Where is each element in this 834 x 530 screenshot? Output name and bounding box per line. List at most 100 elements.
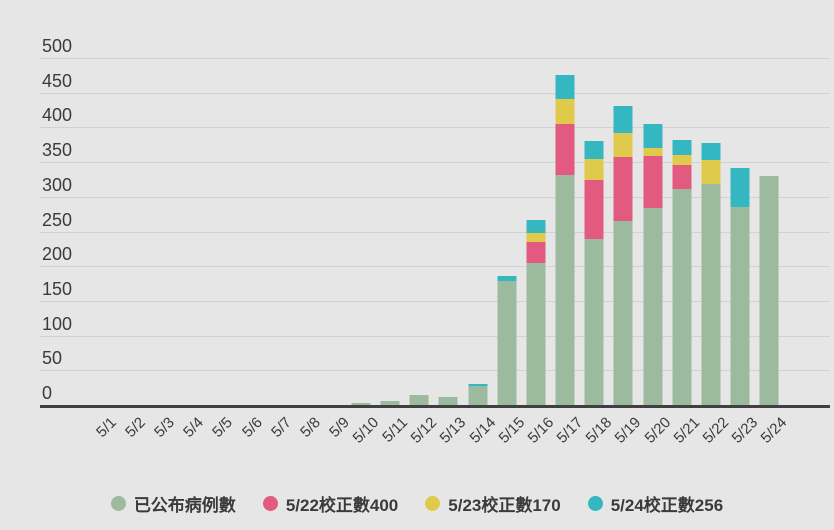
bar-5/16	[526, 220, 546, 406]
bar-seg-corr_0524-5/23	[730, 167, 750, 207]
bar-seg-announced-5/13	[438, 396, 458, 406]
bar-seg-announced-5/18	[584, 239, 604, 406]
bar-5/18	[584, 140, 604, 406]
bar-group-5/14	[463, 59, 492, 406]
x-tick-label-5/8: 5/8	[297, 414, 324, 441]
x-tick-label-5/1: 5/1	[92, 414, 120, 441]
bar-seg-announced-5/15	[497, 281, 517, 406]
bar-5/24	[759, 176, 779, 406]
y-tick-label-500: 500	[42, 36, 73, 56]
bar-seg-announced-5/14	[468, 385, 488, 406]
x-tick-label-5/4: 5/4	[180, 414, 208, 441]
bar-5/12	[409, 394, 429, 406]
bar-seg-corr_0524-5/18	[584, 140, 604, 159]
x-tick-label-5/3: 5/3	[151, 414, 178, 441]
bar-seg-announced-5/23	[730, 206, 750, 406]
y-tick-label-450: 450	[42, 70, 73, 91]
bar-seg-corr_0524-5/22	[701, 142, 721, 161]
bar-group-5/8	[288, 59, 317, 406]
gridline-450	[40, 92, 830, 94]
bar-group-5/11	[376, 59, 405, 406]
bar-seg-corr_0523-5/16	[526, 232, 546, 243]
x-tick-label-5/13: 5/13	[436, 414, 470, 447]
bar-group-5/4	[171, 59, 200, 406]
x-tick-label-5/24: 5/24	[757, 414, 791, 447]
legend-dot-announced-icon	[110, 496, 126, 511]
bar-seg-corr_0523-5/17	[555, 98, 575, 124]
x-tick-label-5/20: 5/20	[641, 414, 674, 447]
x-tick-label-5/11: 5/11	[379, 414, 412, 446]
x-tick-label-5/6: 5/6	[238, 414, 266, 441]
bar-group-5/3	[142, 59, 171, 406]
bar-seg-corr_0524-5/14	[468, 383, 488, 386]
x-tick-label-5/16: 5/16	[524, 414, 558, 447]
bar-5/23	[730, 167, 750, 406]
bar-seg-corr_0523-5/20	[643, 147, 663, 157]
bar-group-5/16	[521, 59, 550, 406]
bar-5/21	[672, 139, 692, 406]
gridline-400	[40, 127, 830, 129]
bar-group-5/20	[638, 59, 667, 406]
bar-seg-corr_0523-5/19	[613, 132, 633, 157]
y-tick-label-200: 200	[42, 244, 73, 265]
bar-seg-corr_0523-5/18	[584, 158, 604, 180]
bar-seg-corr_0522-5/20	[643, 156, 663, 208]
bar-5/20	[643, 123, 663, 406]
legend-dot-corr-0524-icon	[587, 496, 603, 511]
y-tick-label-350: 350	[42, 140, 73, 161]
bar-seg-announced-5/16	[526, 263, 546, 406]
bar-seg-announced-5/11	[380, 401, 400, 406]
gridline-200	[40, 266, 830, 268]
x-tick-label-5/2: 5/2	[122, 414, 149, 441]
x-tick-label-5/7: 5/7	[267, 414, 295, 441]
gridline-250	[40, 231, 830, 233]
bar-5/14	[468, 383, 488, 406]
bar-group-5/5	[201, 59, 230, 406]
y-tick-label-0: 0	[42, 383, 53, 403]
bar-seg-corr_0522-5/18	[584, 179, 604, 240]
legend-dot-corr-0522-icon	[262, 496, 278, 511]
bar-group-5/19	[609, 59, 638, 406]
x-tick-label-5/9: 5/9	[326, 414, 353, 441]
bar-seg-corr_0523-5/22	[701, 160, 721, 184]
x-tick-label-5/10: 5/10	[349, 414, 383, 447]
bar-seg-corr_0524-5/21	[672, 139, 692, 156]
bar-seg-corr_0524-5/16	[526, 220, 546, 233]
y-tick-label-150: 150	[42, 278, 73, 299]
bar-seg-corr_0522-5/16	[526, 242, 546, 264]
bar-group-5/7	[259, 59, 288, 406]
bar-group-5/10	[346, 59, 375, 406]
bar-group-5/18	[580, 59, 609, 406]
bar-seg-announced-5/12	[409, 394, 429, 406]
bar-seg-announced-5/24	[759, 176, 779, 406]
legend-label-corr-0522: 5/22校正數400	[285, 496, 399, 515]
bar-seg-corr_0523-5/21	[672, 155, 692, 166]
bar-group-5/12	[405, 59, 434, 406]
x-tick-label-5/22: 5/22	[699, 414, 733, 447]
x-tick-label-5/23: 5/23	[728, 414, 762, 447]
bar-seg-announced-5/10	[351, 403, 371, 406]
x-axis-labels: 5/1 5/2 5/3 5/4 5/5 5/6 5/7 5/8 5/9 5/10 5/11 5/12 5…	[84, 412, 791, 472]
legend: 已公布病例數 5/22校正數400 5/23校正數170 5/24校正數256	[0, 491, 834, 516]
x-tick-label-5/17: 5/17	[553, 414, 587, 447]
bar-group-5/23	[725, 59, 754, 406]
gridline-500	[40, 58, 830, 59]
gridline-300	[40, 196, 830, 198]
gridline-350	[40, 162, 830, 164]
bar-5/17	[555, 74, 575, 406]
legend-dot-corr-0523-icon	[425, 496, 441, 511]
x-tick-label-5/5: 5/5	[209, 414, 237, 441]
bar-group-5/6	[230, 59, 259, 406]
x-tick-label-5/14: 5/14	[466, 414, 499, 447]
x-tick-label-5/19: 5/19	[611, 414, 645, 447]
bar-group-5/15	[492, 59, 521, 406]
y-tick-label-100: 100	[42, 313, 73, 334]
y-tick-label-400: 400	[42, 105, 73, 126]
bar-group-5/21	[667, 59, 696, 406]
legend-label-announced: 已公布病例數	[133, 496, 236, 515]
bar-seg-corr_0524-5/20	[643, 123, 663, 148]
bar-seg-announced-5/20	[643, 207, 663, 406]
bar-seg-announced-5/19	[613, 220, 633, 406]
